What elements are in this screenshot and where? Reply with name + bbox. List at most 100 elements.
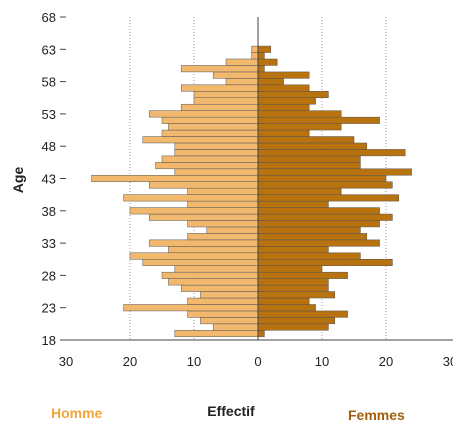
homme-bar-age-28 (161, 271, 259, 279)
femmes-bar-age-34 (257, 233, 368, 241)
femmes-bar-age-51 (257, 123, 342, 131)
homme-bar-age-21 (200, 317, 259, 325)
x-tick-labels: 30 20 10 0 10 20 30 (59, 354, 453, 369)
homme-bar-age-57 (180, 84, 259, 92)
femmes-bar-age-31 (257, 252, 361, 260)
femmes-bar-age-53 (257, 110, 342, 118)
y-tick-label: 18 (42, 333, 56, 348)
femmes-bar-age-47 (257, 149, 406, 157)
homme-bar-age-45 (155, 162, 259, 170)
legend-homme: Homme (51, 405, 103, 421)
femmes-bar-age-41 (257, 187, 342, 195)
femmes-bar-age-20 (257, 323, 329, 331)
femmes-bar-age-62 (257, 52, 265, 60)
homme-bar-age-23 (123, 304, 259, 312)
homme-bar-age-31 (129, 252, 259, 260)
homme-bar-age-34 (187, 233, 259, 241)
x-axis-title: Effectif (207, 403, 255, 419)
femmes-bar-age-60 (257, 65, 265, 73)
homme-bar-age-55 (193, 97, 259, 105)
homme-bar-age-60 (180, 65, 259, 73)
y-tick-label: 58 (42, 75, 56, 90)
femmes-bar-age-44 (257, 168, 412, 176)
femmes-bar-age-35 (257, 226, 361, 234)
homme-bar-age-40 (123, 194, 259, 202)
homme-bar-age-58 (225, 78, 259, 86)
homme-bar-age-19 (174, 330, 259, 338)
femmes-bar-age-63 (257, 45, 272, 53)
femmes-bar-age-26 (257, 284, 329, 292)
homme-bar-age-37 (148, 213, 259, 221)
femmes-bar-age-36 (257, 220, 380, 228)
femmes-bar-age-29 (257, 265, 323, 273)
femmes-bar-age-32 (257, 246, 329, 254)
x-tick-label: 30 (443, 354, 453, 369)
x-tick-label: 30 (59, 354, 73, 369)
y-tick-label: 23 (42, 301, 56, 316)
y-tick-label: 63 (42, 42, 56, 57)
homme-bar-age-24 (187, 297, 259, 305)
homme-bar-age-49 (142, 136, 259, 144)
x-tick-label: 20 (379, 354, 393, 369)
homme-bar-age-44 (174, 168, 259, 176)
femmes-bar-age-48 (257, 142, 368, 150)
homme-bar-age-25 (200, 291, 259, 299)
femmes-bar-age-59 (257, 71, 310, 79)
femmes-bar-age-45 (257, 162, 361, 170)
homme-bar-age-59 (212, 71, 259, 79)
homme-bar-age-51 (168, 123, 259, 131)
femmes-bar-age-46 (257, 155, 361, 163)
homme-bar-age-50 (161, 129, 259, 137)
femmes-bar-age-30 (257, 259, 393, 266)
femmes-bar-age-50 (257, 129, 310, 137)
femmes-bar-age-24 (257, 297, 310, 305)
homme-bar-age-53 (148, 110, 259, 118)
x-tick-label: 20 (123, 354, 137, 369)
bars-group (91, 45, 412, 338)
x-tick-label: 10 (315, 354, 329, 369)
homme-bar-age-61 (225, 58, 259, 66)
homme-bar-age-36 (187, 220, 259, 228)
homme-bar-age-33 (148, 239, 259, 247)
y-tick-label: 68 (42, 10, 56, 25)
homme-bar-age-20 (212, 323, 259, 331)
homme-bar-age-43 (91, 175, 259, 182)
homme-bar-age-27 (168, 278, 259, 286)
homme-bar-age-56 (193, 91, 259, 99)
femmes-bar-age-40 (257, 194, 400, 202)
homme-bar-age-35 (206, 226, 259, 234)
y-tick-label: 28 (42, 268, 56, 283)
homme-bar-age-62 (251, 52, 259, 60)
femmes-bar-age-21 (257, 317, 336, 325)
femmes-bar-age-58 (257, 78, 284, 86)
homme-bar-age-54 (180, 103, 259, 111)
y-tick-label: 33 (42, 236, 56, 251)
femmes-bar-age-52 (257, 116, 380, 124)
femmes-bar-age-42 (257, 181, 393, 189)
homme-bar-age-47 (174, 149, 259, 157)
femmes-bar-age-55 (257, 97, 316, 105)
femmes-bar-age-19 (257, 330, 265, 338)
homme-bar-age-30 (142, 259, 259, 266)
femmes-bar-age-37 (257, 213, 393, 221)
y-tick-label: 43 (42, 172, 56, 187)
y-tick-label: 53 (42, 107, 56, 122)
legend-femmes: Femmes (348, 407, 405, 423)
y-tick-labels: 18 23 28 33 38 43 48 53 58 63 68 (42, 10, 66, 348)
femmes-bar-age-27 (257, 278, 329, 286)
femmes-bar-age-22 (257, 310, 348, 318)
y-axis-title: Age (10, 167, 26, 194)
femmes-bar-age-39 (257, 200, 329, 208)
homme-bar-age-52 (161, 116, 259, 124)
homme-bar-age-39 (187, 200, 259, 208)
femmes-bar-age-38 (257, 207, 380, 215)
axes-group (66, 17, 453, 341)
femmes-bar-age-28 (257, 271, 348, 279)
homme-bar-age-29 (174, 265, 259, 273)
femmes-bar-age-57 (257, 84, 310, 92)
homme-bar-age-26 (180, 284, 259, 292)
femmes-bar-age-56 (257, 91, 329, 99)
homme-bar-age-46 (161, 155, 259, 163)
homme-bar-age-42 (148, 181, 259, 189)
